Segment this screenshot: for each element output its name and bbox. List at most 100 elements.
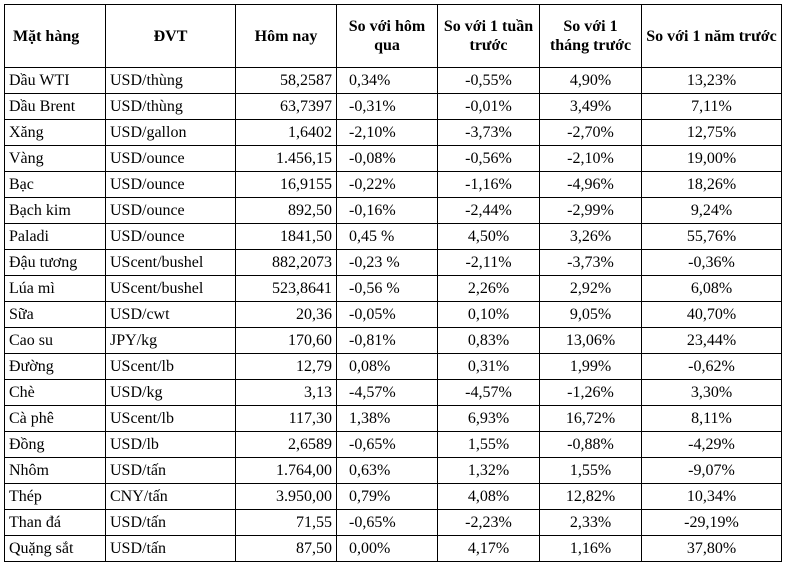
cell-unit: USD/ounce — [105, 145, 236, 172]
cell-change-year: 6,08% — [641, 275, 782, 302]
cell-today-price: 1.764,00 — [235, 457, 337, 484]
cell-change-day: -0,05% — [336, 301, 438, 328]
header-item: Mặt hàng — [4, 4, 106, 68]
cell-change-day: -4,57% — [336, 379, 438, 406]
cell-change-week: -0,55% — [437, 67, 540, 94]
table-row: Xăng USD/gallon 1,6402 -2,10% -3,73% -2,70% 12… — [4, 119, 782, 146]
cell-change-month: -0,88% — [539, 431, 642, 458]
cell-change-week: 1,32% — [437, 457, 540, 484]
table-row: Sữa USD/cwt 20,36 -0,05% 0,10% 9,05% 40,70% — [4, 301, 782, 328]
cell-unit: USD/kg — [105, 379, 236, 406]
cell-change-year: 12,75% — [641, 119, 782, 146]
table-row: Đồng USD/lb 2,6589 -0,65% 1,55% -0,88% -4,29% — [4, 431, 782, 458]
cell-change-month: -4,96% — [539, 171, 642, 198]
header-vs-month: So với 1 tháng trước — [539, 4, 642, 68]
cell-change-month: 2,92% — [539, 275, 642, 302]
header-vs-year: So với 1 năm trước — [641, 4, 782, 68]
cell-item-name: Cà phê — [4, 405, 106, 432]
cell-today-price: 3.950,00 — [235, 483, 337, 510]
cell-change-month: 4,90% — [539, 67, 642, 94]
cell-item-name: Dầu Brent — [4, 93, 106, 120]
table-row: Chè USD/kg 3,13 -4,57% -4,57% -1,26% 3,30% — [4, 379, 782, 406]
cell-unit: UScent/lb — [105, 405, 236, 432]
cell-change-day: 0,45 % — [336, 223, 438, 250]
cell-unit: USD/ounce — [105, 197, 236, 224]
cell-change-year: 13,23% — [641, 67, 782, 94]
table-row: Nhôm USD/tấn 1.764,00 0,63% 1,32% 1,55% -9,07% — [4, 457, 782, 484]
table-row: Đường UScent/lb 12,79 0,08% 0,31% 1,99% -0,62% — [4, 353, 782, 380]
table-row: Bạc USD/ounce 16,9155 -0,22% -1,16% -4,96% 18,… — [4, 171, 782, 198]
cell-change-day: -0,16% — [336, 197, 438, 224]
cell-item-name: Than đá — [4, 509, 106, 536]
cell-change-year: -0,62% — [641, 353, 782, 380]
cell-item-name: Bạc — [4, 171, 106, 198]
cell-change-month: 13,06% — [539, 327, 642, 354]
cell-item-name: Xăng — [4, 119, 106, 146]
cell-change-week: 1,55% — [437, 431, 540, 458]
cell-change-year: -9,07% — [641, 457, 782, 484]
cell-change-year: 18,26% — [641, 171, 782, 198]
table-row: Dầu Brent USD/thùng 63,7397 -0,31% -0,01% 3,4… — [4, 93, 782, 120]
cell-unit: UScent/lb — [105, 353, 236, 380]
cell-unit: USD/cwt — [105, 301, 236, 328]
header-vs-week: So với 1 tuần trước — [437, 4, 540, 68]
cell-unit: USD/gallon — [105, 119, 236, 146]
table-row: Vàng USD/ounce 1.456,15 -0,08% -0,56% -2,10% 1… — [4, 145, 782, 172]
cell-change-day: 0,34% — [336, 67, 438, 94]
cell-change-day: -2,10% — [336, 119, 438, 146]
cell-item-name: Paladi — [4, 223, 106, 250]
cell-change-day: 0,63% — [336, 457, 438, 484]
cell-change-day: -0,56 % — [336, 275, 438, 302]
cell-item-name: Vàng — [4, 145, 106, 172]
cell-change-month: 9,05% — [539, 301, 642, 328]
cell-change-week: 4,08% — [437, 483, 540, 510]
cell-change-month: 2,33% — [539, 509, 642, 536]
cell-change-year: 40,70% — [641, 301, 782, 328]
cell-change-month: -2,99% — [539, 197, 642, 224]
cell-item-name: Cao su — [4, 327, 106, 354]
cell-change-month: -2,70% — [539, 119, 642, 146]
cell-change-year: 23,44% — [641, 327, 782, 354]
cell-today-price: 117,30 — [235, 405, 337, 432]
cell-item-name: Sữa — [4, 301, 106, 328]
cell-change-year: 37,80% — [641, 535, 782, 562]
cell-change-month: 1,55% — [539, 457, 642, 484]
cell-today-price: 2,6589 — [235, 431, 337, 458]
cell-change-year: 19,00% — [641, 145, 782, 172]
cell-item-name: Dầu WTI — [4, 67, 106, 94]
table-row: Cao su JPY/kg 170,60 -0,81% 0,83% 13,06% 23,44… — [4, 327, 782, 354]
cell-today-price: 882,2073 — [235, 249, 337, 276]
header-vs-yesterday: So với hôm qua — [336, 4, 438, 68]
cell-change-day: 1,38% — [336, 405, 438, 432]
cell-change-week: 4,50% — [437, 223, 540, 250]
cell-change-week: -3,73% — [437, 119, 540, 146]
cell-change-week: 0,31% — [437, 353, 540, 380]
cell-item-name: Đồng — [4, 431, 106, 458]
cell-change-week: 0,10% — [437, 301, 540, 328]
cell-today-price: 87,50 — [235, 535, 337, 562]
cell-change-month: 12,82% — [539, 483, 642, 510]
cell-change-day: -0,81% — [336, 327, 438, 354]
cell-change-month: -2,10% — [539, 145, 642, 172]
cell-change-week: 2,26% — [437, 275, 540, 302]
cell-change-day: -0,31% — [336, 93, 438, 120]
cell-change-day: -0,65% — [336, 431, 438, 458]
cell-unit: UScent/bushel — [105, 275, 236, 302]
commodity-price-table: Mặt hàng ĐVT Hôm nay So với hôm qua So v… — [4, 4, 782, 562]
cell-change-year: 9,24% — [641, 197, 782, 224]
cell-change-month: -3,73% — [539, 249, 642, 276]
cell-change-month: 1,16% — [539, 535, 642, 562]
cell-today-price: 63,7397 — [235, 93, 337, 120]
cell-today-price: 892,50 — [235, 197, 337, 224]
cell-item-name: Thép — [4, 483, 106, 510]
cell-unit: USD/thùng — [105, 67, 236, 94]
table-row: Đậu tương UScent/bushel 882,2073 -0,23 % -2,… — [4, 249, 782, 276]
cell-change-day: -0,23 % — [336, 249, 438, 276]
cell-change-week: -0,01% — [437, 93, 540, 120]
cell-today-price: 71,55 — [235, 509, 337, 536]
cell-change-day: -0,22% — [336, 171, 438, 198]
cell-change-month: 3,26% — [539, 223, 642, 250]
cell-today-price: 1,6402 — [235, 119, 337, 146]
table-row: Cà phê UScent/lb 117,30 1,38% 6,93% 16,72% 8,1… — [4, 405, 782, 432]
cell-today-price: 523,8641 — [235, 275, 337, 302]
